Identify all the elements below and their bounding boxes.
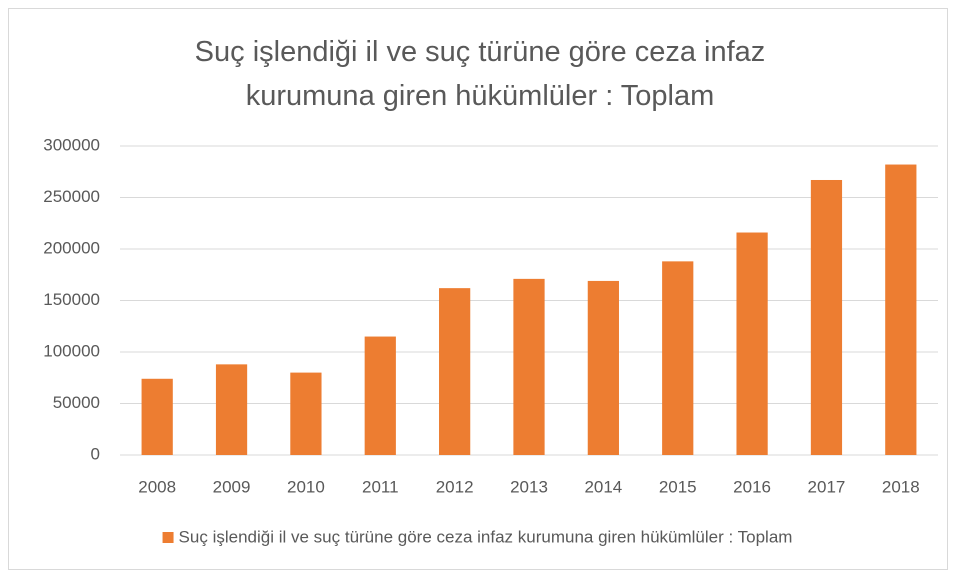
x-tick-label: 2017 [808, 477, 846, 496]
x-tick-label: 2012 [436, 477, 474, 496]
chart-title: Suç işlendiği il ve suç türüne göre ceza… [194, 36, 766, 112]
x-tick-label: 2014 [584, 477, 622, 496]
x-tick-label: 2016 [733, 477, 771, 496]
y-tick-label: 250000 [43, 187, 100, 206]
bar [810, 179, 843, 456]
legend-label: Suç işlendiği il ve suç türüne göre ceza… [179, 527, 793, 546]
x-tick-label: 2013 [510, 477, 548, 496]
y-tick-label: 150000 [43, 290, 100, 309]
bar [513, 278, 545, 455]
y-tick-label: 300000 [43, 135, 100, 154]
bar [885, 164, 917, 456]
x-tick-label: 2009 [213, 477, 251, 496]
y-tick-label: 50000 [53, 393, 100, 412]
bar [141, 378, 173, 455]
x-tick-label: 2011 [362, 477, 399, 496]
y-tick-label: 100000 [43, 341, 100, 360]
bar [662, 261, 694, 455]
x-tick-label: 2018 [882, 477, 920, 496]
y-tick-label: 200000 [43, 238, 100, 257]
x-tick-label: 2010 [287, 477, 325, 496]
bar [439, 288, 471, 455]
bar [364, 336, 396, 455]
x-tick-label: 2015 [659, 477, 697, 496]
legend-swatch [162, 532, 174, 543]
bar [290, 372, 322, 455]
bar [215, 364, 248, 455]
chart-border [8, 8, 948, 570]
x-tick-label: 2008 [138, 477, 176, 496]
y-tick-label: 0 [91, 444, 100, 463]
bar [736, 232, 768, 455]
bar [587, 280, 619, 455]
